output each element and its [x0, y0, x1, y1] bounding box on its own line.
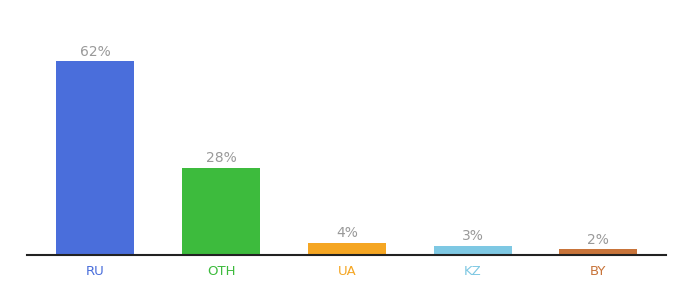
- Bar: [308, 242, 386, 255]
- Bar: [56, 61, 134, 255]
- Text: 28%: 28%: [205, 151, 237, 165]
- Text: 4%: 4%: [336, 226, 358, 240]
- Text: 3%: 3%: [462, 230, 483, 243]
- Bar: [182, 167, 260, 255]
- Bar: [560, 249, 637, 255]
- Bar: [434, 246, 511, 255]
- Text: 62%: 62%: [80, 45, 111, 59]
- Text: 2%: 2%: [588, 232, 609, 247]
